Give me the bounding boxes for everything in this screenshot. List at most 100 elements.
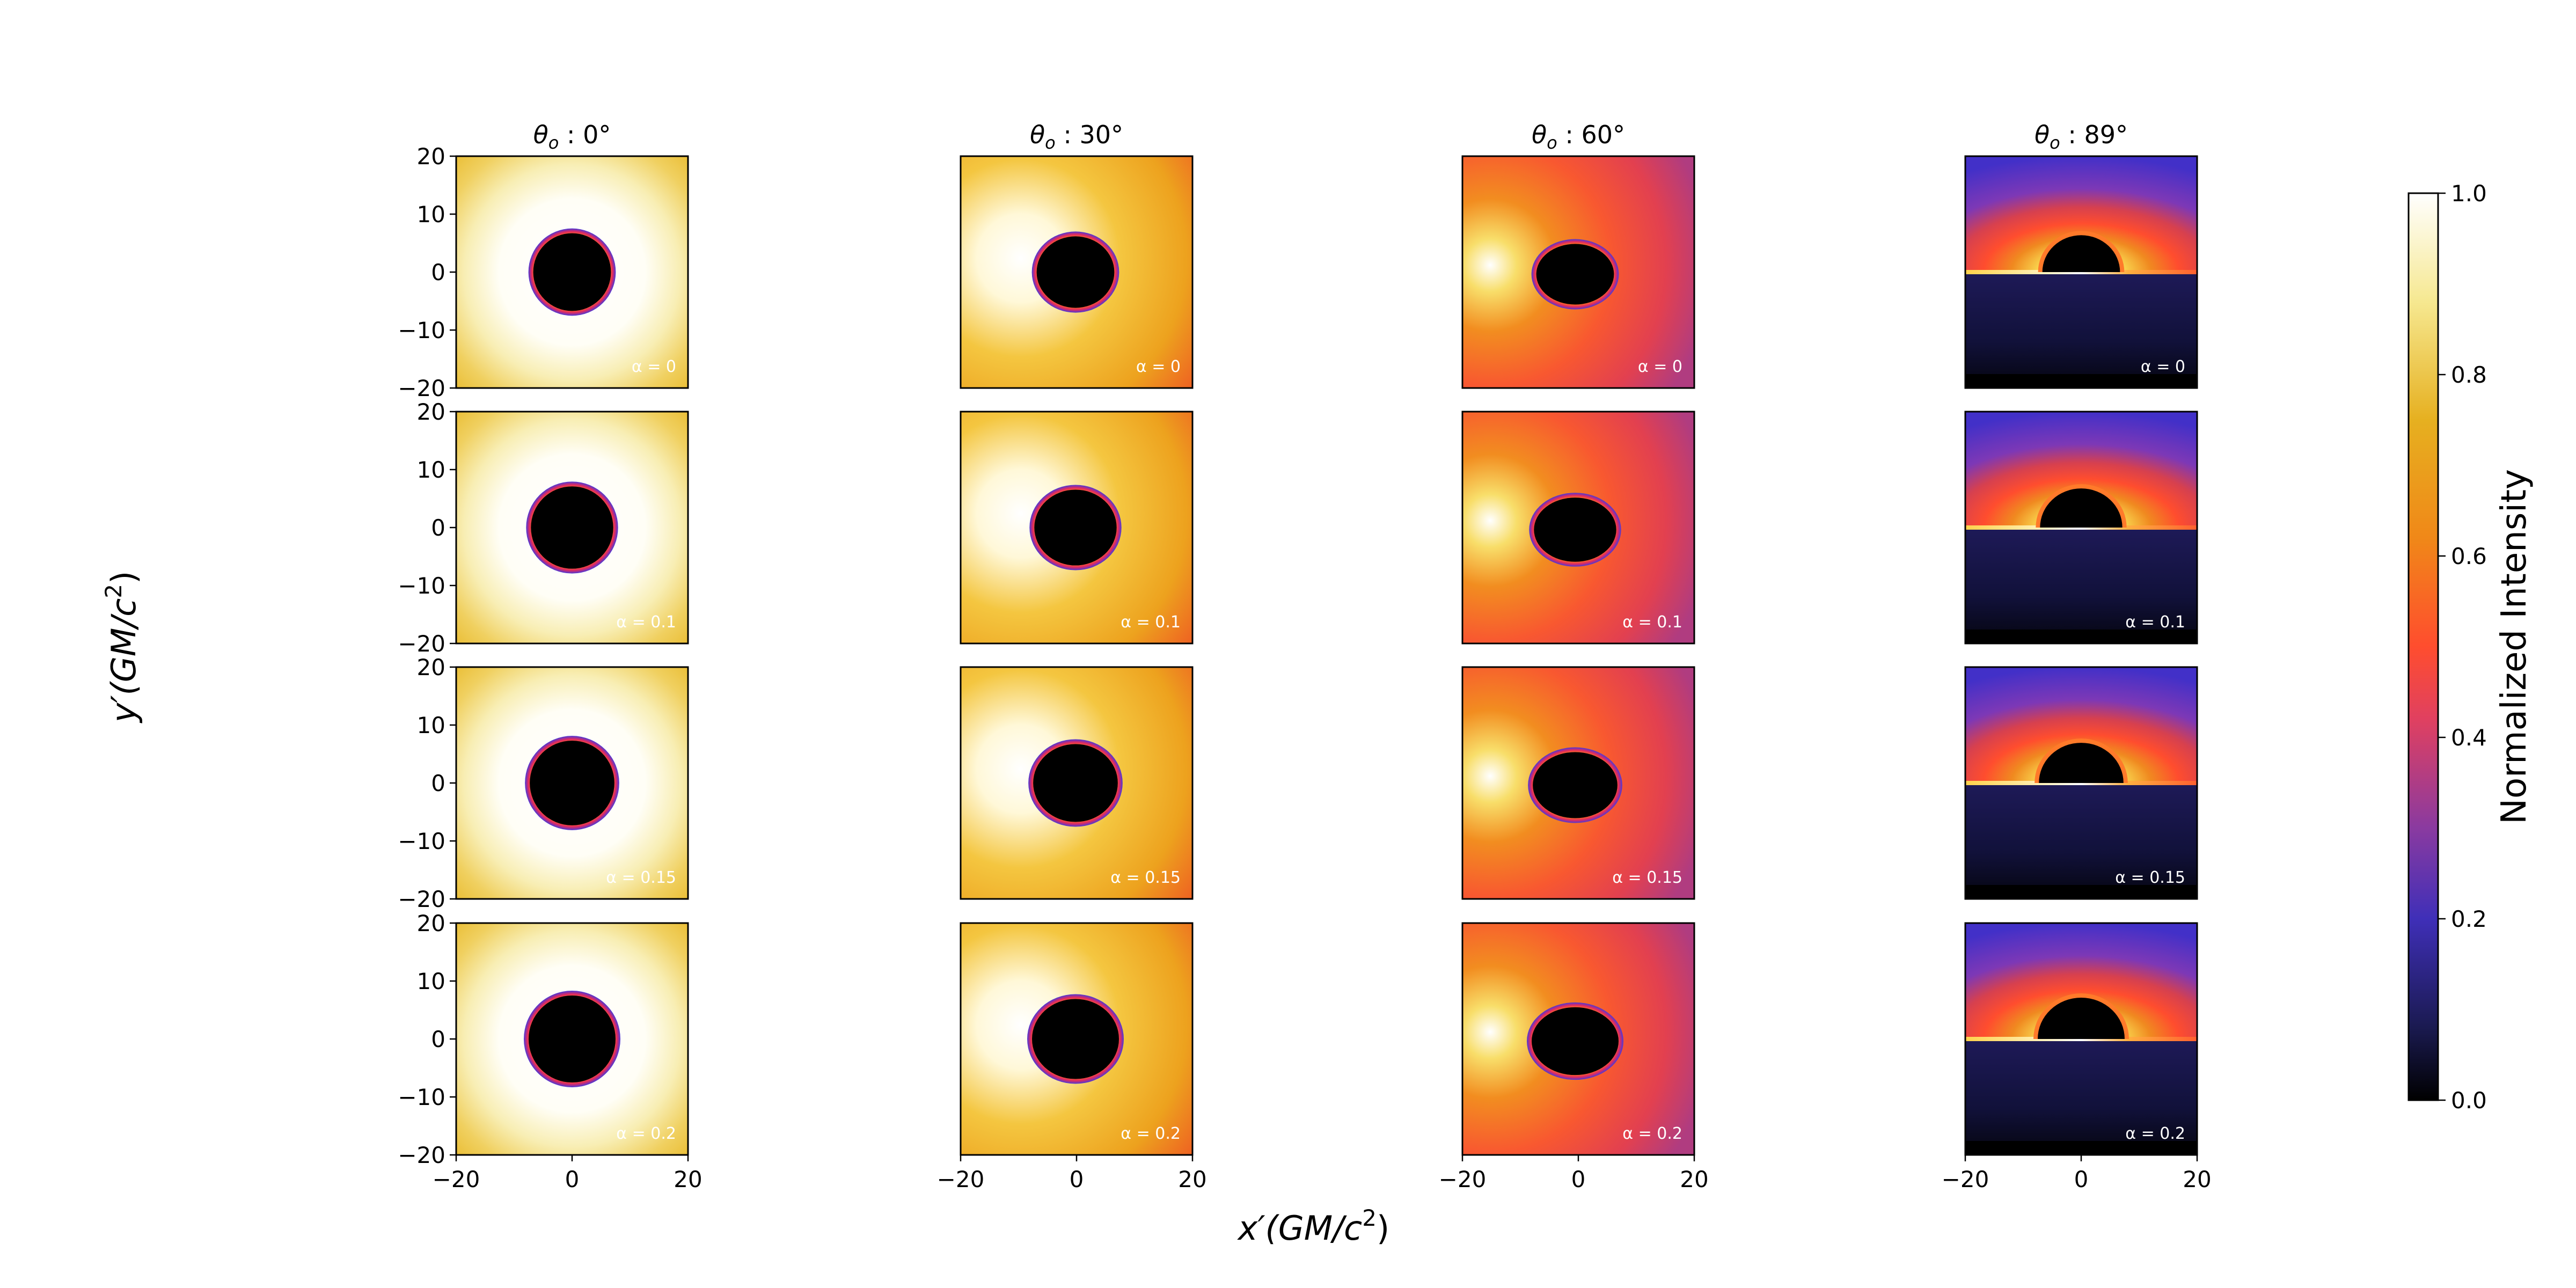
black-hole-shadow [1033,744,1118,822]
alpha-label: α = 0.1 [1121,613,1181,632]
y-tick-label: 10 [417,457,445,483]
y-tick-label: 20 [417,399,445,425]
y-tick-label: 0 [431,515,445,541]
alpha-label: α = 0 [1638,357,1682,376]
lower-disk-region [1965,528,2197,643]
lower-disk-region [1965,783,2197,899]
image-panel: α = 0 [960,155,1194,389]
y-tick-label: 0 [431,770,445,796]
bottom-dark-band [1965,374,2197,388]
x-tick-label: 20 [1178,1166,1206,1192]
x-tick-label: 0 [2074,1166,2089,1192]
x-tick-label: 0 [1571,1166,1586,1192]
bottom-dark-band [1965,885,2197,899]
alpha-label: α = 0 [632,357,676,376]
panel-frame [1461,411,1695,645]
panel-frame [1964,666,2198,900]
black-hole-shadow [2039,743,2124,783]
panel-frame [1461,155,1695,389]
x-tick-label: 20 [674,1166,702,1192]
alpha-label: α = 0.15 [1110,868,1181,887]
y-tick-label: −20 [398,886,445,912]
y-tick-label: −10 [398,573,445,599]
x-tick-label: 0 [1070,1166,1084,1192]
y-tick-label: 10 [417,968,445,994]
panel-frame [1964,411,2198,645]
alpha-label: α = 0.15 [2115,868,2185,887]
image-panel: α = 0.2 −20 0 20 [1942,922,2212,1192]
lower-disk-region [1965,1039,2197,1155]
bottom-dark-band [1965,1141,2197,1155]
figure-labels: θo : 0° θo : 30° θo : 60° θo : 89° x′(GM/c2)… [100,120,2128,1248]
black-hole-shadow [1536,244,1614,305]
panel-frame [1461,666,1695,900]
x-tick-label: 0 [565,1166,580,1192]
alpha-label: α = 0.1 [1622,613,1682,632]
black-hole-shadow [2040,488,2123,528]
alpha-label: α = 0.15 [1612,868,1682,887]
y-tick-label: 20 [417,143,445,170]
image-panel: α = 0.2 −20 0 20 [937,922,1207,1192]
y-tick-label: −10 [398,1084,445,1110]
y-tick-label: 10 [417,712,445,738]
x-tick-label: 20 [2183,1166,2211,1192]
alpha-label: α = 0 [2141,357,2185,376]
image-panel: α = 0 20 10 0 −10 −20 [398,143,689,401]
black-hole-shadow [2038,998,2125,1039]
y-tick-label: 10 [417,201,445,228]
black-hole-shadow [1036,236,1115,308]
panel-frame [960,666,1194,900]
black-hole-shadow [1534,497,1616,562]
alpha-label: α = 0.15 [606,868,676,887]
y-tick-label: 0 [431,259,445,286]
y-tick-label: −10 [398,828,445,854]
image-panel: α = 0.15 20 10 0 −10 −20 [398,654,689,912]
image-panel: α = 0.2 20 10 0 −10 −20−20 0 20 [398,910,702,1192]
panel-frame [960,155,1194,389]
colorbar-gradient [2407,192,2439,1101]
x-axis-label: x′(GM/c2) [1237,1205,1389,1248]
alpha-label: α = 0.2 [1121,1124,1181,1143]
column-title: θo : 89° [2035,120,2128,153]
black-hole-shadow [1533,752,1618,818]
colorbar-label: Normalized Intensity [2494,469,2534,824]
image-panel: α = 0.15 [1964,666,2198,900]
black-hole-shadow [533,233,611,311]
x-tick-label: −20 [937,1166,985,1192]
image-panel: α = 0.1 [960,411,1194,645]
panel-frame [1964,155,2198,389]
colorbar-tick-label: 0.6 [2451,543,2487,569]
image-panel: α = 0.1 [1964,411,2198,645]
y-tick-label: 20 [417,910,445,936]
black-hole-shadow [530,741,614,825]
x-tick-label: 20 [1680,1166,1708,1192]
lower-disk-region [1965,272,2197,388]
black-hole-shadow [529,996,616,1082]
black-hole-shadow [1034,489,1117,566]
y-tick-label: −20 [398,375,445,401]
x-tick-label: −20 [433,1166,480,1192]
y-tick-label: 0 [431,1026,445,1052]
alpha-label: α = 0.2 [616,1124,676,1143]
colorbar: 0.0 0.2 0.4 0.6 0.8 1.0 Normalized Intensity [2407,180,2534,1114]
x-tick-label: −20 [1942,1166,1989,1192]
column-title: θo : 0° [533,120,611,153]
y-tick-label: −10 [398,317,445,343]
alpha-label: α = 0.1 [2125,613,2185,632]
colorbar-tick-label: 0.8 [2451,362,2487,388]
alpha-label: α = 0.1 [616,613,676,632]
y-axis-label: y′(GM/c2) [100,571,143,723]
y-tick-label: −20 [398,1142,445,1168]
y-tick-label: −20 [398,631,445,657]
panel-frame [960,411,1194,645]
colorbar-tick-label: 0.0 [2451,1087,2487,1114]
colorbar-tick-label: 0.2 [2451,906,2487,932]
image-panel: α = 0.15 [960,666,1194,900]
black-hole-shadow [1532,1007,1619,1075]
column-title: θo : 30° [1030,120,1123,153]
x-tick-label: −20 [1439,1166,1487,1192]
image-panel: α = 0 [1461,155,1695,389]
black-hole-shadow [531,486,613,569]
y-tick-label: 20 [417,654,445,680]
